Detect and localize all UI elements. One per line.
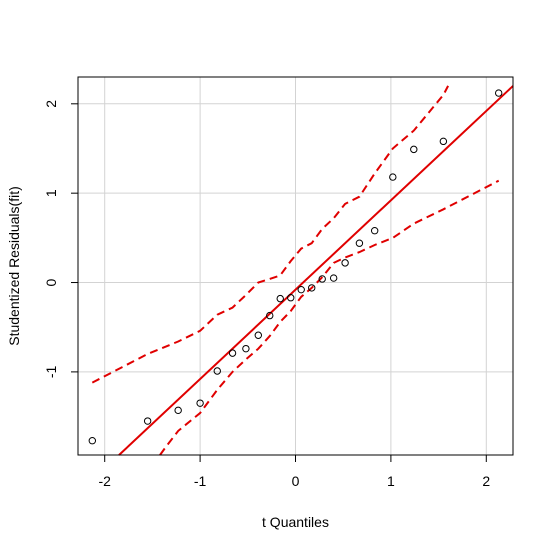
x-tick-label: 1 [387,473,395,489]
data-point [389,173,397,181]
data-point [439,137,448,146]
data-point [410,145,418,154]
data-point [213,367,221,375]
y-tick-label: 1 [43,189,59,197]
data-point [308,284,316,292]
data-point [228,349,237,357]
data-point [341,259,349,267]
data-point [242,344,250,353]
reference-line [118,85,514,456]
data-point [287,294,295,302]
x-tick-label: 2 [482,473,490,489]
reference-line-layer [118,85,514,456]
data-point [276,294,284,303]
y-axis-ticks: -1 0 1 2 [43,100,78,378]
y-axis-title: Studentized Residuals(fit) [6,186,22,346]
x-tick-label: 0 [292,473,300,489]
gridlines [78,77,513,455]
data-point [143,417,152,425]
y-tick-label: -1 [43,365,59,378]
data-point [88,437,97,445]
y-tick-label: 0 [43,278,59,286]
data-point [297,285,305,294]
data-point [329,274,338,282]
x-tick-label: -2 [98,473,111,489]
data-point [494,89,503,97]
confidence-bands [91,85,500,456]
x-axis-ticks: -2 -1 0 1 2 [98,455,490,489]
upper-confidence-band [91,85,449,384]
data-point [355,239,364,247]
data-point [318,275,326,283]
data-point [196,399,204,407]
data-point [174,406,182,415]
lower-confidence-band [159,179,500,456]
x-axis-title: t Quantiles [262,514,329,530]
y-tick-label: 2 [43,100,59,108]
x-tick-label: -1 [194,473,207,489]
data-point [370,227,379,235]
data-point [266,311,274,320]
data-point [254,331,262,339]
data-points [88,89,503,445]
